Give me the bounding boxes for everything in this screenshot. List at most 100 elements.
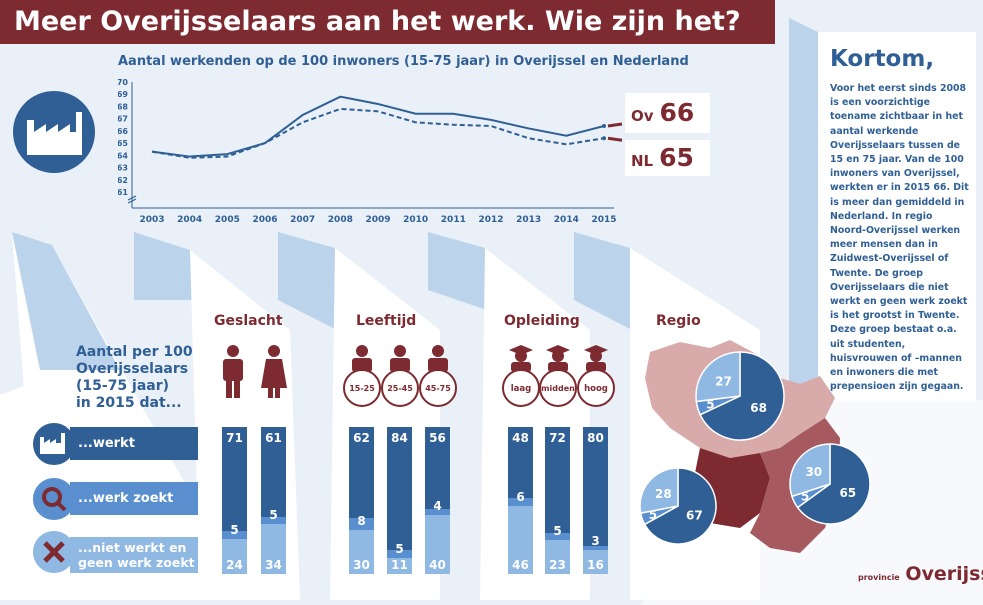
y-tick-label: 66 bbox=[118, 127, 128, 136]
bar-icon-label: midden bbox=[541, 384, 575, 393]
y-tick-label: 61 bbox=[118, 188, 128, 197]
bar-value-label: 71 bbox=[226, 431, 243, 445]
pie-slice-niet bbox=[640, 467, 679, 514]
bar-value-label: 6 bbox=[516, 490, 525, 505]
bar-segment-werkt: 48 bbox=[508, 427, 533, 498]
stacked-bar: 71 5 24 bbox=[222, 427, 247, 574]
bar-value-label: 48 bbox=[512, 431, 529, 445]
pie-region: 65 5 30 bbox=[789, 443, 871, 525]
bar-icon-label: 45-75 bbox=[425, 384, 451, 393]
factory-icon bbox=[13, 91, 95, 173]
summary-text: Voor het eerst sinds 2008 is een voorzic… bbox=[830, 83, 969, 393]
bar-segment-werkt: 62 bbox=[349, 427, 374, 519]
bar-value-label: 46 bbox=[512, 557, 529, 572]
bar-value-label: 5 bbox=[269, 508, 278, 522]
bar-value-label: 5 bbox=[395, 541, 404, 556]
bar-segment-niet: 24 bbox=[222, 538, 247, 574]
x-tick-label: 2014 bbox=[554, 215, 579, 224]
pie-slice-werkt bbox=[643, 467, 717, 545]
x-tick-label: 2005 bbox=[215, 215, 240, 224]
line-chart-title: Aantal werkenden op de 100 inwoners (15-… bbox=[118, 54, 689, 69]
bar-value-label: 23 bbox=[549, 557, 566, 572]
bar-value-label: 5 bbox=[553, 524, 562, 539]
bar-segment-zoekt: 5 bbox=[545, 524, 570, 541]
bar-icon-label: 25-45 bbox=[387, 384, 413, 393]
bar-segment-zoekt: 5 bbox=[261, 508, 286, 524]
bar-icon-label: laag bbox=[511, 384, 531, 394]
pie-region: 68 527 bbox=[695, 351, 785, 441]
bar-segment-niet: 40 bbox=[425, 515, 450, 574]
bar-intro-line: (15-75 jaar) bbox=[76, 378, 170, 394]
bar-segment-werkt: 56 bbox=[425, 427, 450, 510]
y-tick-label: 63 bbox=[118, 164, 128, 173]
pie-value-label: 27 bbox=[715, 374, 732, 388]
logo: provincie Overijssel bbox=[858, 563, 983, 585]
callout-nl-label: NL bbox=[631, 152, 654, 170]
bar-segment-zoekt: 3 bbox=[583, 534, 608, 551]
bar-value-label: 40 bbox=[429, 557, 446, 572]
summary-panel: Kortom, Voor het eerst sinds 2008 is een… bbox=[818, 32, 976, 402]
y-tick-label: 68 bbox=[118, 102, 128, 111]
pie-value-label: 5 bbox=[649, 508, 657, 522]
x-tick-label: 2011 bbox=[441, 215, 466, 224]
stacked-bar: 72 5 23 bbox=[545, 427, 570, 574]
bar-icon-label: hoog bbox=[584, 384, 608, 394]
bar-value-label: 8 bbox=[357, 513, 366, 528]
series-line-NL bbox=[151, 107, 605, 159]
pie-region: 67 5 28 bbox=[640, 467, 717, 545]
callout-nl-value: 65 bbox=[659, 143, 694, 172]
bar-segment-werkt: 72 bbox=[545, 427, 570, 533]
pie-value-label: 5 bbox=[706, 398, 714, 412]
bar-segment-werkt: 80 bbox=[583, 427, 608, 546]
line-chart: 61 62 63 64 65 66 67 68 69 70 2003 2004 2005 2006 2007… bbox=[118, 78, 623, 224]
axis-break bbox=[127, 195, 137, 204]
callout-ov: Ov 66 bbox=[625, 93, 710, 133]
bar-value-label: 80 bbox=[587, 431, 604, 445]
man-icon bbox=[223, 345, 243, 398]
bar-value-label: 56 bbox=[429, 431, 446, 445]
y-tick-label: 64 bbox=[118, 151, 128, 160]
pie-slice-niet bbox=[695, 351, 741, 403]
pie-value-label: 65 bbox=[839, 486, 856, 500]
bar-value-label: 16 bbox=[587, 557, 604, 572]
bar-intro-line: in 2015 dat... bbox=[76, 395, 182, 411]
bar-value-label: 5 bbox=[230, 522, 239, 537]
bar-segment-zoekt: 5 bbox=[222, 523, 247, 539]
row-label-niet: ...niet werkt en geen werk zoekt bbox=[70, 537, 198, 573]
series-point bbox=[602, 124, 606, 128]
x-tick-label: 2010 bbox=[403, 215, 428, 224]
category-geslacht: Geslacht bbox=[214, 313, 283, 329]
pie-value-label: 68 bbox=[750, 401, 767, 415]
x-tick-label: 2006 bbox=[252, 215, 277, 224]
bar-value-label: 24 bbox=[226, 557, 243, 572]
bar-intro-line: Overijsselaars bbox=[76, 361, 189, 377]
bar-value-label: 30 bbox=[353, 557, 370, 572]
y-tick-label: 62 bbox=[118, 176, 128, 185]
y-tick-label: 70 bbox=[118, 78, 128, 87]
bar-segment-niet: 11 bbox=[387, 557, 412, 574]
callout-nl: NL 65 bbox=[625, 140, 710, 176]
bar-intro: Aantal per 100 Overijsselaars (15-75 jaa… bbox=[76, 344, 193, 412]
bar-value-label: 4 bbox=[433, 499, 442, 514]
werkt-factory-icon bbox=[31, 421, 77, 467]
x-tick-label: 2009 bbox=[365, 215, 390, 224]
bar-segment-niet: 34 bbox=[261, 524, 286, 574]
pie-slice-werkt bbox=[699, 351, 785, 441]
bar-segment-zoekt: 4 bbox=[425, 499, 450, 516]
bar-segment-zoekt: 5 bbox=[387, 542, 412, 558]
pie-value-label: 5 bbox=[801, 490, 809, 504]
woman-icon bbox=[261, 345, 287, 398]
logo-big-text: Overijssel bbox=[905, 563, 983, 585]
bar-value-label: 11 bbox=[391, 557, 408, 572]
x-tick-label: 2015 bbox=[591, 215, 616, 224]
y-tick-label: 67 bbox=[118, 115, 128, 124]
stacked-bar: 61 5 34 bbox=[261, 427, 286, 574]
pie-value-label: 67 bbox=[686, 509, 703, 523]
bar-value-label: 3 bbox=[591, 534, 600, 549]
bar-segment-niet: 23 bbox=[545, 540, 570, 574]
stacked-bar: 48 6 46 bbox=[508, 427, 533, 574]
x-tick-label: 2004 bbox=[177, 215, 202, 224]
pie-value-label: 30 bbox=[805, 465, 822, 479]
